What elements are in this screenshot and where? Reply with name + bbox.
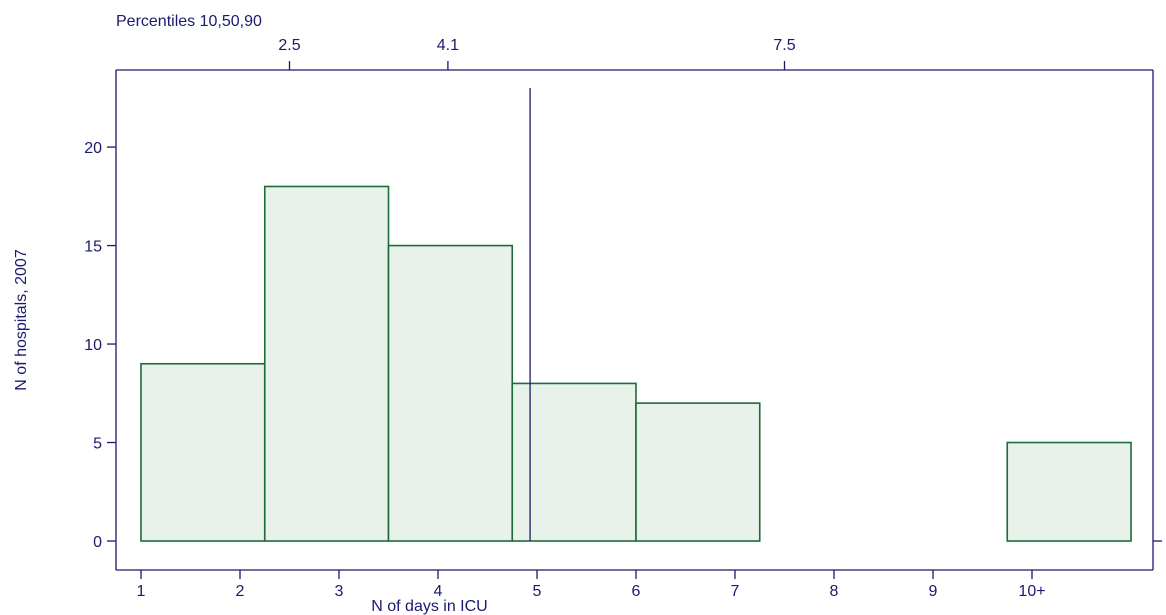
y-tick-label: 20: [84, 140, 102, 157]
percentiles-label: Percentiles 10,50,90: [116, 13, 262, 30]
x-tick-label: 3: [335, 583, 344, 600]
percentile-tick-label: 4.1: [437, 37, 459, 54]
histogram-bar: [1006, 441, 1132, 542]
histogram-bar: [635, 402, 761, 542]
x-tick-label: 6: [632, 583, 641, 600]
x-tick-label: 2: [236, 583, 245, 600]
x-tick-label: 9: [929, 583, 938, 600]
bars: [140, 185, 1132, 542]
axes: [115, 69, 1154, 571]
y-tick-label: 15: [84, 239, 102, 256]
x-tick-label: 1: [137, 583, 146, 600]
percentile-tick-label: 2.5: [278, 37, 300, 54]
x-tick-label: 5: [533, 583, 542, 600]
tick-layer: 0 5 10 15 20 1 2 3 4 5 6 7 8 9 10+ 2.5 4.1 7.5: [84, 37, 1162, 600]
y-tick-label: 10: [84, 337, 102, 354]
x-tick-label: 7: [731, 583, 740, 600]
x-axis-label: N of days in ICU: [371, 598, 487, 615]
percentile-tick-label: 7.5: [773, 37, 795, 54]
histogram-bar: [263, 185, 390, 542]
histogram-bar: [140, 362, 266, 542]
histogram-bar: [387, 244, 514, 542]
y-tick-label: 5: [93, 436, 102, 453]
y-axis-label: N of hospitals, 2007: [13, 249, 30, 391]
x-tick-label: 4: [434, 583, 443, 600]
histogram-bar: [511, 382, 637, 542]
x-tick-label: 8: [830, 583, 839, 600]
y-tick-label: 0: [93, 534, 102, 551]
x-tick-label: 10+: [1018, 583, 1045, 600]
